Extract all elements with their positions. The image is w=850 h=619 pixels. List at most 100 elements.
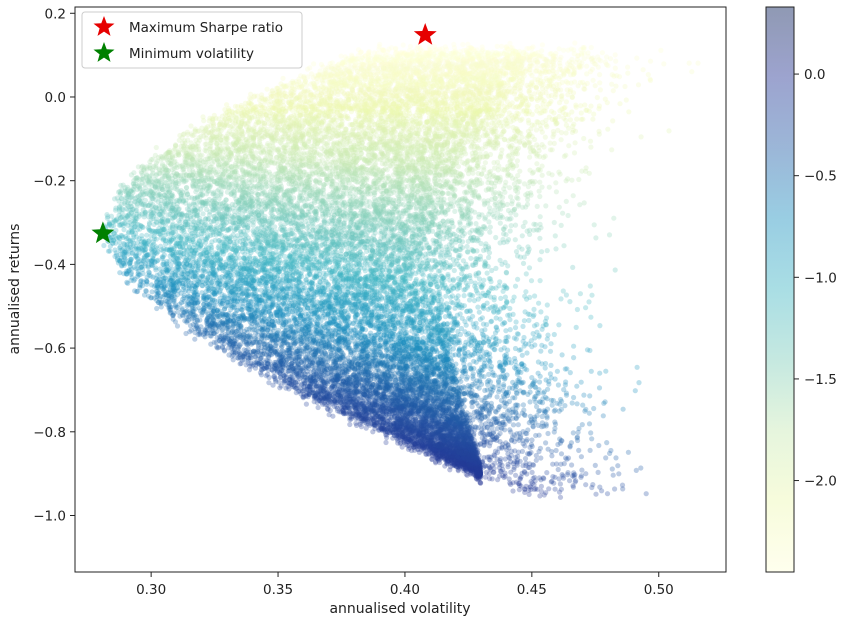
scatter-point [309,283,316,289]
scatter-point [360,404,367,410]
scatter-point [467,452,474,459]
scatter-point [347,421,353,428]
scatter-point [610,472,616,478]
scatter-point [513,319,519,325]
scatter-point [426,58,432,64]
scatter-point [588,103,594,109]
scatter-point [386,61,392,67]
scatter-point [544,302,550,308]
scatter-point [514,331,521,337]
scatter-point [633,467,639,473]
scatter-point [342,308,348,314]
scatter-point [365,356,371,362]
scatter-point [365,87,371,93]
scatter-point [296,269,302,275]
scatter-point [338,155,344,161]
scatter-point [515,276,521,282]
scatter-point [464,81,470,87]
scatter-point [474,463,480,469]
scatter-point [510,422,517,428]
scatter-point [106,219,112,226]
scatter-point [281,317,287,323]
scatter-point [269,197,275,204]
scatter-point [459,426,465,432]
scatter-point [464,243,470,250]
scatter-point [426,384,432,390]
scatter-point [597,323,603,329]
scatter-point [437,327,443,334]
scatter-point [535,422,542,428]
scatter-point [567,117,574,123]
scatter-point [489,318,495,324]
scatter-point [567,299,573,305]
scatter-point [634,364,640,370]
scatter-point [494,72,500,78]
scatter-point [334,103,340,110]
scatter-point [181,169,187,175]
scatter-point [423,419,429,425]
scatter-point [645,72,651,78]
scatter-point [108,234,114,240]
scatter-point [498,295,504,301]
scatter-point [324,99,330,105]
scatter-point [536,188,542,194]
scatter-point [372,145,378,151]
scatter-point [378,254,384,260]
scatter-point [183,330,189,337]
scatter-point [583,406,589,412]
scatter-point [310,221,316,227]
scatter-point [617,101,623,107]
scatter-point [612,267,618,273]
scatter-point [314,161,320,168]
scatter-point [446,287,453,293]
scatter-point [428,140,434,147]
scatter-point [555,466,561,473]
scatter-point [410,113,416,119]
scatter-point [308,218,314,224]
scatter-point [396,137,402,143]
scatter-point [413,93,419,99]
scatter-point [363,408,369,414]
scatter-point [389,147,395,153]
scatter-point [452,208,458,214]
scatter-point [265,255,271,261]
scatter-point [214,180,220,187]
scatter-point [243,348,249,354]
scatter-point [558,137,564,143]
scatter-point [245,333,251,339]
scatter-point [281,337,287,343]
scatter-point [322,85,329,91]
scatter-point [349,359,355,365]
scatter-point [415,369,421,375]
scatter-point [592,83,598,89]
scatter-point [306,112,312,119]
scatter-point [221,248,227,254]
scatter-point [431,60,437,66]
scatter-point [246,164,252,170]
scatter-point [423,408,429,414]
scatter-point [461,59,467,66]
scatter-point [593,235,599,241]
scatter-point [414,167,420,173]
scatter-point [390,288,396,294]
scatter-point [583,482,589,488]
scatter-point [246,111,252,117]
scatter-point [400,373,406,379]
scatter-point [473,464,479,471]
scatter-point [537,493,543,499]
scatter-point [373,172,379,178]
scatter-point [334,205,340,211]
scatter-point [508,194,514,200]
scatter-point [505,263,511,269]
scatter-point [470,376,476,382]
scatter-point [381,47,387,54]
scatter-point [297,93,303,99]
scatter-point [308,356,314,362]
scatter-point [507,228,513,234]
scatter-point [144,190,150,196]
scatter-point [546,184,552,190]
scatter-point [612,486,618,492]
scatter-point [402,365,408,371]
scatter-point [211,261,217,267]
scatter-point [523,289,529,295]
